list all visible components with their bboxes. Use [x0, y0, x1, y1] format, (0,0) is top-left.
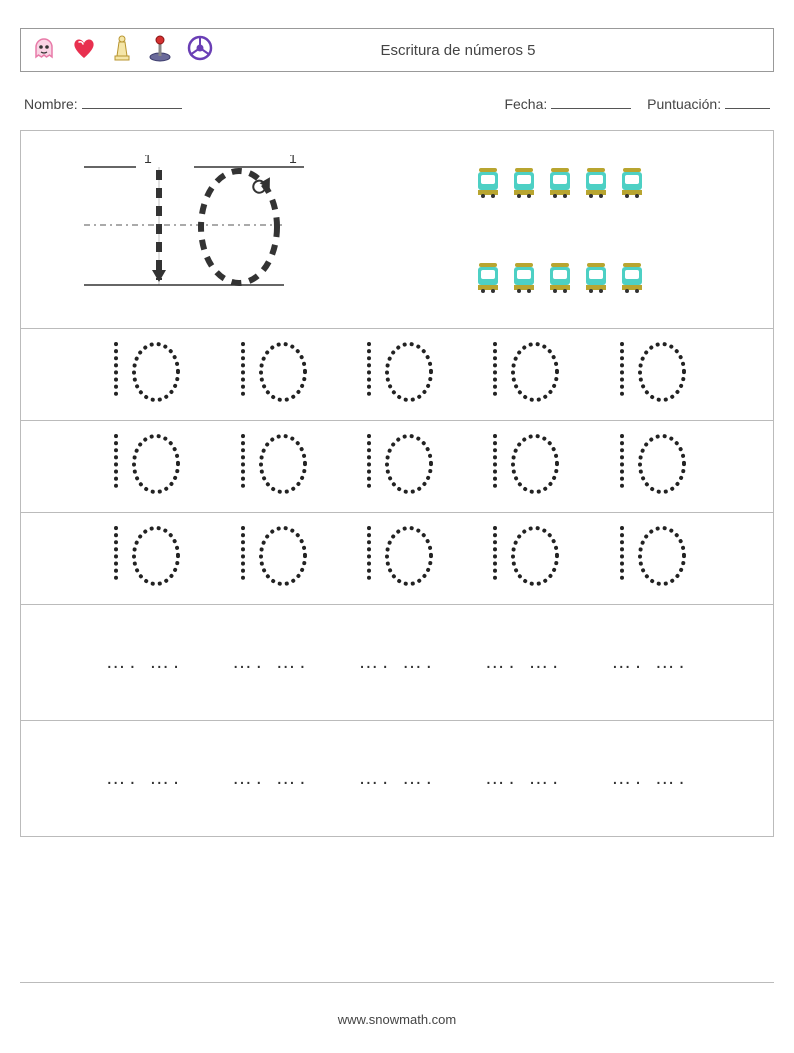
trace-ten[interactable] — [229, 428, 313, 500]
train-icon — [548, 261, 572, 293]
svg-text:1: 1 — [144, 155, 152, 166]
train-icon — [548, 166, 572, 198]
train-icon — [620, 166, 644, 198]
score-blank[interactable] — [725, 108, 770, 109]
blank-slot[interactable]: ….…. — [358, 651, 435, 674]
blank-slot[interactable]: ….…. — [485, 767, 562, 790]
blank-slot[interactable]: ….…. — [611, 651, 688, 674]
footer-text: www.snowmath.com — [0, 1012, 794, 1027]
date-label: Fecha: — [504, 96, 547, 112]
trace-ten[interactable] — [608, 336, 692, 408]
blank-slot[interactable]: ….…. — [106, 651, 183, 674]
blank-slot[interactable]: ….…. — [232, 767, 309, 790]
date-blank[interactable] — [551, 108, 631, 109]
trace-row — [21, 513, 773, 605]
wheel-icon — [187, 35, 213, 66]
worksheet-grid: 1 1 — [20, 130, 774, 837]
blank-slot[interactable]: ….…. — [358, 767, 435, 790]
trace-ten[interactable] — [608, 520, 692, 592]
trace-ten[interactable] — [355, 428, 439, 500]
trace-ten[interactable] — [481, 336, 565, 408]
trace-ten[interactable] — [355, 336, 439, 408]
train-icon — [476, 261, 500, 293]
trace-ten[interactable] — [102, 428, 186, 500]
footer-rule — [20, 982, 774, 983]
svg-text:1: 1 — [289, 155, 297, 166]
train-icon — [476, 166, 500, 198]
score-label: Puntuación: — [647, 96, 721, 112]
trace-row — [21, 421, 773, 513]
meta-row: Nombre: Fecha: Puntuación: — [20, 96, 774, 112]
blank-slot[interactable]: ….…. — [485, 651, 562, 674]
trace-ten[interactable] — [481, 428, 565, 500]
name-label: Nombre: — [24, 96, 78, 112]
blank-row: ….…. ….…. ….…. ….…. ….…. — [21, 605, 773, 721]
count-row-2 — [476, 261, 644, 293]
trace-ten[interactable] — [355, 520, 439, 592]
trace-ten[interactable] — [608, 428, 692, 500]
trace-ten[interactable] — [229, 520, 313, 592]
ghost-icon — [31, 35, 57, 66]
blank-slot[interactable]: ….…. — [611, 767, 688, 790]
blank-row: ….…. ….…. ….…. ….…. ….…. — [21, 721, 773, 837]
trace-ten[interactable] — [102, 520, 186, 592]
name-blank[interactable] — [82, 108, 182, 109]
header-icons — [31, 34, 213, 67]
blank-slot[interactable]: ….…. — [232, 651, 309, 674]
train-icon — [512, 261, 536, 293]
count-row-1 — [476, 166, 644, 198]
blank-slot[interactable]: ….…. — [106, 767, 183, 790]
train-icon — [584, 166, 608, 198]
header-box: Escritura de números 5 — [20, 28, 774, 72]
stroke-guide: 1 1 — [64, 155, 384, 305]
train-icon — [512, 166, 536, 198]
joystick-icon — [147, 34, 173, 67]
trace-ten[interactable] — [229, 336, 313, 408]
heart-icon — [71, 35, 97, 66]
train-icon — [620, 261, 644, 293]
chess-icon — [111, 34, 133, 67]
trace-row — [21, 329, 773, 421]
worksheet-title: Escritura de números 5 — [213, 42, 763, 59]
trace-ten[interactable] — [481, 520, 565, 592]
count-box — [390, 150, 730, 310]
example-row: 1 1 — [21, 131, 773, 329]
trace-ten[interactable] — [102, 336, 186, 408]
train-icon — [584, 261, 608, 293]
